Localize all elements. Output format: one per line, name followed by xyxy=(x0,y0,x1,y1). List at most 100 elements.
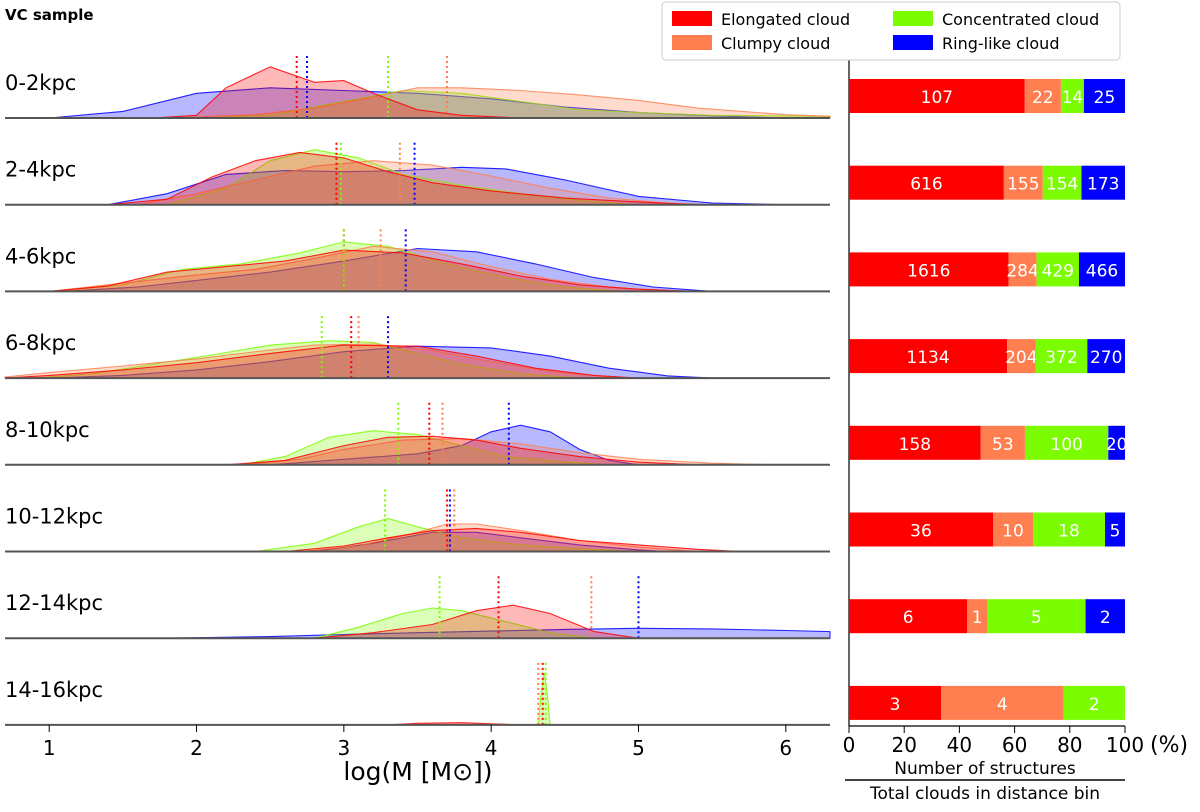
bar-segment-concentrated-cloud xyxy=(1063,685,1125,720)
legend-box xyxy=(661,1,1121,61)
bar-x-tick-label: 60 xyxy=(1002,733,1027,757)
bar-segment-clumpy-cloud xyxy=(1007,339,1036,374)
kde-curve-ring-like-cloud xyxy=(107,166,786,206)
bar-segment-clumpy-cloud xyxy=(993,512,1033,547)
row-label: 14-16kpc xyxy=(5,678,103,702)
bar-count-label: 158 xyxy=(899,435,931,455)
bar-segment-clumpy-cloud xyxy=(1008,252,1037,287)
bar-segment-elongated-cloud xyxy=(849,79,1025,113)
kde-row-14-16kpc: 14-16kpc xyxy=(5,662,830,726)
row-label: 8-10kpc xyxy=(5,418,90,442)
kde-curve-elongated-cloud xyxy=(49,249,698,292)
bar-count-label: 25 xyxy=(1094,88,1116,108)
kde-curve-elongated-cloud xyxy=(152,66,521,119)
kde-curve-clumpy-cloud xyxy=(167,87,831,119)
bar-segment-ring-like-cloud xyxy=(1078,252,1125,287)
bar-x-tick-label: 100 xyxy=(1106,733,1144,757)
bar-count-label: 1 xyxy=(972,608,983,628)
bar-segment-ring-like-cloud xyxy=(1108,425,1125,460)
kde-curve-concentrated-cloud xyxy=(166,149,639,206)
bar-segment-clumpy-cloud xyxy=(941,685,1064,720)
row-label: 10-12kpc xyxy=(5,505,103,529)
legend-swatch-ring-like-cloud xyxy=(893,35,933,50)
bar-xlabel-denominator: Total clouds in distance bin xyxy=(869,784,1100,804)
bar-xlabel-numerator: Number of structures xyxy=(894,759,1076,779)
bar-count-label: 2 xyxy=(1089,695,1100,715)
bar-segment-ring-like-cloud xyxy=(1087,339,1125,374)
x-tick-label: 1 xyxy=(43,736,56,760)
legend-label-concentrated-cloud: Concentrated cloud xyxy=(942,10,1099,29)
legend: Elongated cloud Clumpy cloud Concentrated … xyxy=(661,1,1121,61)
legend-swatch-concentrated-cloud xyxy=(893,11,933,26)
bar-segment-elongated-cloud xyxy=(849,425,981,460)
kde-curve-ring-like-cloud xyxy=(49,345,713,379)
bar-count-label: 5 xyxy=(1031,608,1042,628)
bar-count-label: 154 xyxy=(1046,175,1078,195)
bar-count-label: 204 xyxy=(1005,348,1037,368)
bar-x-tick-label: 40 xyxy=(947,733,972,757)
bar-x-unit: (%) xyxy=(1150,733,1188,758)
bar-count-label: 10 xyxy=(1002,522,1024,542)
row-label: 4-6kpc xyxy=(5,244,76,268)
row-label: 0-2kpc xyxy=(5,71,76,95)
bar-segment-elongated-cloud xyxy=(849,165,1004,200)
legend-swatch-clumpy-cloud xyxy=(672,35,712,50)
legend-label-ring-like-cloud: Ring-like cloud xyxy=(942,34,1059,53)
bar-x-tick-label: 80 xyxy=(1057,733,1082,757)
legend-label-elongated-cloud: Elongated cloud xyxy=(721,10,850,29)
bar-segment-ring-like-cloud xyxy=(1081,165,1125,200)
bar-count-label: 616 xyxy=(910,175,942,195)
x-tick-label: 6 xyxy=(779,736,792,760)
kde-curve-elongated-cloud xyxy=(225,435,698,466)
bar-segment-concentrated-cloud xyxy=(987,599,1086,634)
kde-curve-elongated-cloud xyxy=(108,151,698,206)
bar-x-tick-label: 20 xyxy=(891,733,916,757)
bar-segment-concentrated-cloud xyxy=(1036,252,1079,287)
bar-segment-clumpy-cloud xyxy=(967,599,987,634)
kde-curve-elongated-cloud xyxy=(284,527,742,553)
bar-count-label: 5 xyxy=(1110,522,1121,542)
kde-row-2-4kpc: 2-4kpc xyxy=(5,142,830,206)
x-tick-label: 5 xyxy=(632,736,645,760)
bar-count-label: 107 xyxy=(921,88,953,108)
kde-row-10-12kpc: 10-12kpc xyxy=(5,489,830,553)
bar-segment-ring-like-cloud xyxy=(1105,512,1125,547)
kde-row-4-6kpc: 4-6kpc xyxy=(5,229,830,293)
kde-curve-ring-like-cloud xyxy=(167,627,831,639)
bar-x-tick-label: 0 xyxy=(843,733,856,757)
bar-count-label: 36 xyxy=(910,522,932,542)
bar-segment-ring-like-cloud xyxy=(1083,79,1125,113)
bar-count-label: 4 xyxy=(997,695,1008,715)
bar-segment-ring-like-cloud xyxy=(1085,599,1125,634)
bar-count-label: 18 xyxy=(1058,522,1080,542)
bar-segment-clumpy-cloud xyxy=(1024,79,1061,113)
bar-count-label: 14 xyxy=(1062,88,1084,108)
x-tick-label: 4 xyxy=(485,736,498,760)
bar-segment-clumpy-cloud xyxy=(1003,165,1043,200)
bar-count-label: 100 xyxy=(1050,435,1082,455)
bar-segment-elongated-cloud xyxy=(849,339,1008,374)
bar-count-label: 53 xyxy=(992,435,1014,455)
bar-segment-elongated-cloud xyxy=(849,252,1009,287)
kde-curve-concentrated-cloud xyxy=(240,430,610,466)
bar-segment-elongated-cloud xyxy=(849,512,993,547)
bar-count-label: 270 xyxy=(1090,348,1122,368)
bar-count-label: 1134 xyxy=(906,348,949,368)
kde-row-8-10kpc: 8-10kpc xyxy=(5,402,830,466)
bar-count-label: 173 xyxy=(1087,175,1119,195)
bar-count-label: 372 xyxy=(1045,348,1077,368)
bar-count-label: 1616 xyxy=(907,261,950,281)
bar-count-label: 429 xyxy=(1042,261,1074,281)
x-tick-label: 3 xyxy=(337,736,350,760)
legend-swatch-elongated-cloud xyxy=(672,11,712,26)
legend-label-clumpy-cloud: Clumpy cloud xyxy=(721,34,830,53)
bar-segment-concentrated-cloud xyxy=(1060,79,1084,113)
kde-row-12-14kpc: 12-14kpc xyxy=(5,576,831,640)
bar-count-label: 20 xyxy=(1106,435,1128,455)
bar-segment-elongated-cloud xyxy=(849,685,941,720)
row-label: 2-4kpc xyxy=(5,158,76,182)
bar-segment-concentrated-cloud xyxy=(1035,339,1088,374)
bar-count-label: 2 xyxy=(1100,608,1111,628)
